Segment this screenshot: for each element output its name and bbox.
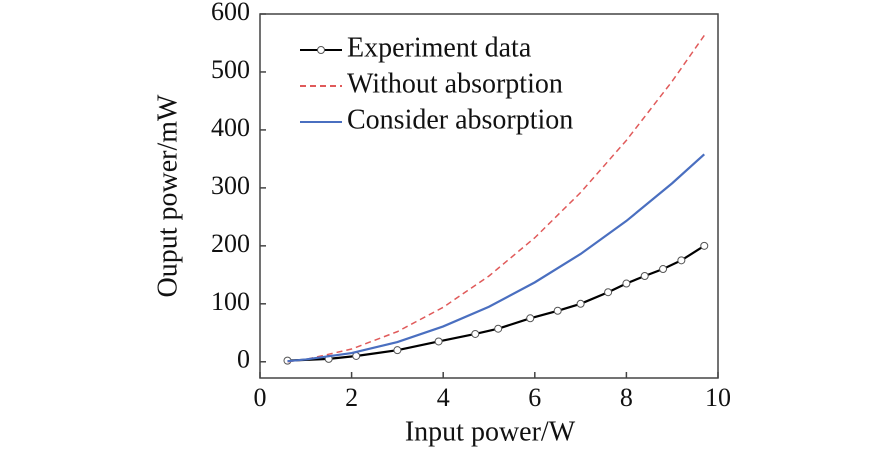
x-axis-label: Input power/W: [405, 416, 576, 447]
data-point: [494, 324, 503, 333]
x-tick-label: 6: [528, 383, 541, 412]
series-line: [287, 35, 705, 363]
y-tick-label: 200: [211, 229, 250, 258]
y-tick-label: 100: [211, 287, 250, 316]
data-point: [604, 288, 613, 297]
x-tick-label: 10: [705, 383, 731, 412]
series-line: [287, 153, 705, 363]
data-point: [576, 299, 585, 308]
legend-label: Without absorption: [347, 68, 563, 99]
data-point: [700, 241, 709, 250]
x-tick-label: 2: [345, 383, 358, 412]
y-tick-label: 0: [237, 345, 250, 374]
plot-frame: [259, 13, 719, 379]
x-tick-label: 8: [620, 383, 633, 412]
y-tick-label: 300: [211, 171, 250, 200]
data-point: [471, 329, 480, 338]
data-point: [434, 337, 443, 346]
data-point: [393, 346, 402, 355]
legend-label: Experiment data: [347, 32, 532, 63]
x-tick-label: 0: [254, 383, 267, 412]
y-tick-label: 400: [211, 113, 250, 142]
x-tick-label: 4: [437, 383, 450, 412]
y-axis-label: Ouput power/mW: [152, 94, 183, 298]
y-tick-label: 600: [211, 0, 250, 26]
legend-label: Consider absorption: [347, 104, 573, 135]
data-point: [640, 271, 649, 280]
data-point: [553, 306, 562, 315]
data-point: [677, 256, 686, 265]
data-point: [659, 265, 668, 274]
data-point: [526, 314, 535, 323]
data-point: [622, 279, 631, 288]
y-tick-label: 500: [211, 55, 250, 84]
series-line: [287, 244, 705, 362]
legend-marker: [317, 46, 325, 54]
